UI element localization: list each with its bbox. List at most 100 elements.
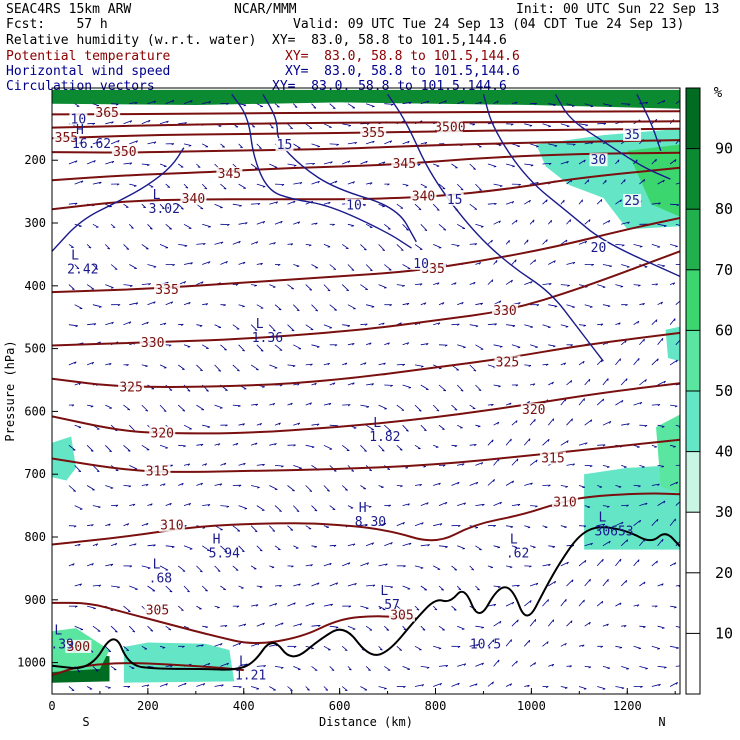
theta-label: 315 [541, 452, 564, 467]
circulation-vector-head [329, 563, 332, 566]
circulation-vector [602, 304, 611, 307]
circulation-vector [274, 505, 282, 512]
circulation-vector [675, 540, 680, 547]
colorbar-cell [686, 633, 700, 694]
model-name: SEAC4RS 15km ARW [6, 2, 132, 17]
circulation-vector [378, 322, 385, 326]
circulation-vector [183, 463, 190, 466]
circulation-vector [232, 364, 240, 372]
circulation-vector-head [310, 363, 313, 366]
theta-label: 305 [390, 609, 413, 624]
circulation-vector-head [208, 261, 211, 264]
circulation-vector-head [678, 426, 680, 428]
south-label: S [82, 715, 89, 729]
circulation-vector [487, 163, 497, 167]
circulation-vector-head [491, 279, 494, 283]
circulation-vector [92, 140, 102, 145]
theta-contour-355 [52, 127, 680, 140]
circulation-vector [651, 202, 661, 205]
circulation-vector [92, 264, 99, 270]
circulation-vector [620, 179, 626, 185]
circulation-vector [74, 424, 82, 428]
circulation-vector-head [493, 604, 497, 607]
circulation-vector-head [463, 346, 466, 349]
circulation-vector [493, 620, 502, 627]
forecast-hour: Fcst: 57 h [6, 17, 108, 32]
circulation-vector [341, 244, 349, 249]
circulation-vector [68, 244, 74, 248]
circulation-vector-head [371, 306, 375, 308]
theta-contour-365 [52, 110, 680, 116]
circulation-vector [202, 101, 211, 105]
circulation-vector [123, 321, 132, 326]
circulation-vector [511, 660, 518, 667]
circulation-vector-head [423, 429, 427, 432]
circulation-vector [560, 123, 570, 127]
circulation-vector [506, 324, 516, 327]
circulation-vector [475, 424, 481, 427]
circulation-vector-head [546, 239, 548, 243]
circulation-vector [293, 583, 301, 587]
circulation-vector [105, 485, 114, 489]
circulation-vector [584, 542, 593, 547]
rh-patch [665, 326, 680, 362]
circulation-vector-head [71, 404, 75, 407]
circulation-vector-head [197, 166, 201, 168]
circulation-vector [457, 545, 465, 549]
circulation-vector-head [345, 362, 348, 366]
circulation-vector [414, 404, 422, 412]
circulation-vector-head [607, 667, 611, 670]
circulation-vector [493, 100, 499, 105]
circulation-vector [201, 585, 208, 592]
circulation-vector-head [682, 500, 683, 502]
circulation-vector-head [71, 288, 75, 290]
theta-label-bg [154, 283, 181, 297]
circulation-vector [74, 382, 81, 386]
circulation-vector [378, 522, 387, 527]
circulation-vector-head [424, 302, 427, 305]
theta-label: 310 [160, 519, 183, 534]
circulation-vector [620, 539, 628, 547]
circulation-vector [287, 485, 295, 492]
wind-label-bg [345, 198, 364, 212]
circulation-vector [347, 543, 356, 547]
circulation-vector-head [544, 526, 548, 529]
circulation-vector-head [127, 686, 131, 688]
circulation-vector-head [335, 626, 339, 629]
circulation-vector-head [242, 423, 245, 426]
extremum-value: .57 [376, 598, 399, 613]
circulation-vector-head [312, 602, 315, 606]
circulation-vector [378, 485, 384, 488]
circulation-vector [475, 101, 482, 105]
circulation-vector-head [419, 484, 422, 487]
circulation-vector [402, 542, 412, 547]
circulation-vector-head [658, 202, 661, 205]
circulation-vector [633, 284, 641, 286]
circulation-vector [414, 684, 424, 687]
circulation-vector [675, 100, 680, 105]
circulation-vector [105, 203, 112, 207]
circulation-vector [438, 183, 446, 190]
wind-label-bg [589, 241, 608, 255]
circulation-vector [68, 444, 76, 451]
circulation-vector [621, 625, 627, 627]
circulation-vector [323, 562, 332, 567]
circulation-vector-head [565, 326, 569, 328]
circulation-vector-head [566, 125, 570, 128]
circulation-vector [92, 223, 99, 228]
circulation-vector-head [645, 502, 648, 506]
circulation-vector [378, 445, 385, 452]
circulation-vector-head [661, 466, 665, 468]
circulation-vector-head [129, 321, 132, 324]
circulation-vector [487, 639, 495, 647]
circulation-vector-head [243, 623, 247, 627]
circulation-vector [469, 565, 475, 571]
circulation-vector-head [661, 627, 665, 629]
circulation-vector-head [281, 622, 284, 626]
rh-patch [656, 414, 680, 493]
circulation-vector-head [625, 304, 628, 307]
circulation-vector-head [130, 227, 134, 229]
circulation-vector [342, 324, 350, 327]
circulation-vector-head [293, 602, 296, 605]
x-tick-label: 1000 [517, 699, 546, 713]
